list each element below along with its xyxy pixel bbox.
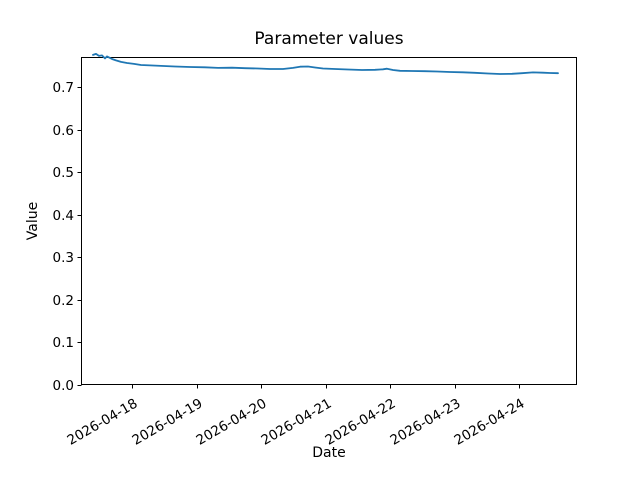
x-tick-label: 2026-04-21 (259, 396, 335, 449)
x-tick-label: 2026-04-20 (194, 396, 270, 449)
x-tick-label: 2026-04-22 (323, 396, 399, 449)
y-tick-label: 0.3 (53, 250, 74, 266)
y-tick-label: 0.2 (53, 293, 74, 309)
tick-marks (77, 87, 520, 389)
x-tick-label: 2026-04-23 (388, 396, 464, 449)
tick-labels: 0.00.10.20.30.40.50.60.72026-04-182026-0… (53, 80, 528, 449)
chart-title: Parameter values (254, 29, 404, 49)
y-tick-label: 0.4 (53, 208, 74, 224)
y-tick-label: 0.6 (53, 123, 74, 139)
x-tick-label: 2026-04-24 (452, 396, 528, 449)
y-tick-label: 0.5 (53, 165, 74, 181)
x-tick-label: 2026-04-19 (130, 396, 206, 449)
x-axis-label: Date (312, 445, 346, 461)
axes-spines (81, 57, 577, 385)
y-tick-label: 0.1 (53, 335, 74, 351)
y-tick-label: 0.0 (53, 378, 74, 394)
series-line-parameter (92, 53, 559, 75)
x-tick-label: 2026-04-18 (65, 396, 141, 449)
y-tick-label: 0.7 (53, 80, 74, 96)
